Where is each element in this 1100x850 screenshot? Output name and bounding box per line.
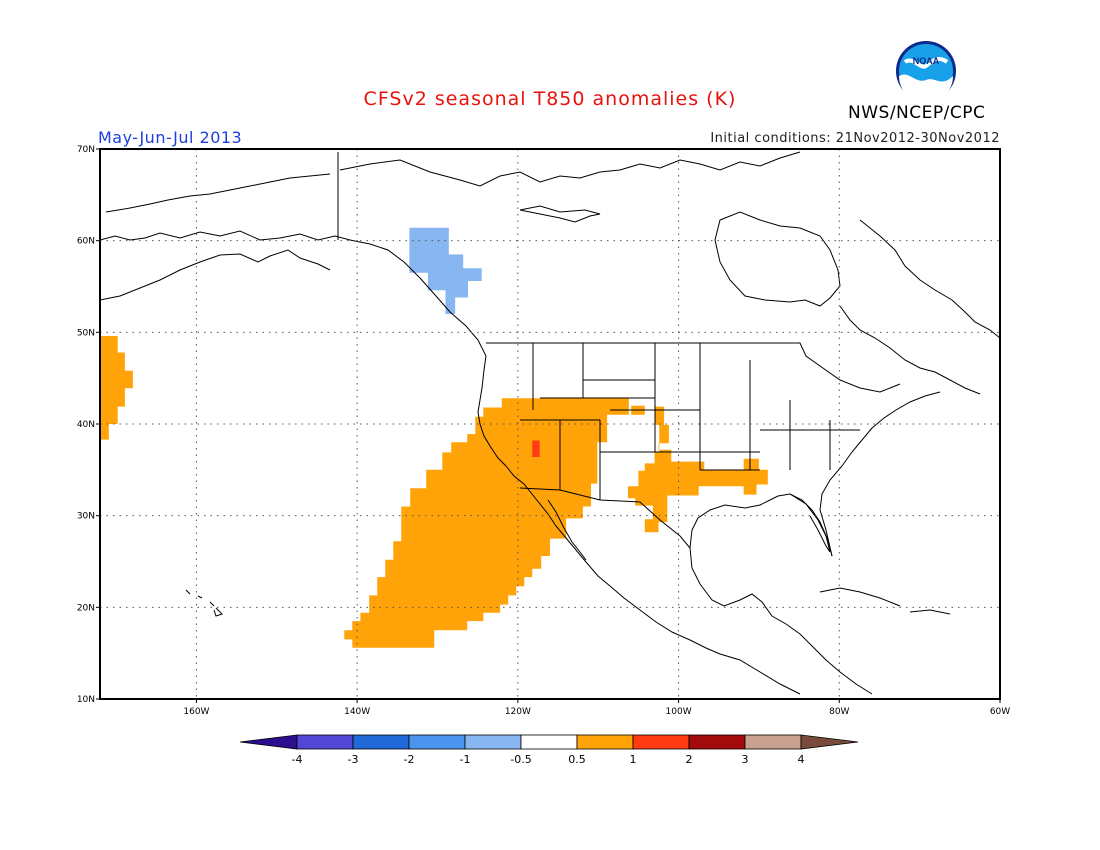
lon-tick-label: 160W xyxy=(183,707,209,717)
colorbar-segment xyxy=(464,734,522,750)
axis-ticks: 70N 60N 50N 40N 30N 20N 10N 160W 140W 120W 100W 80W… xyxy=(77,145,1010,717)
anomaly-region-pacific-dateline-warm xyxy=(100,336,133,440)
noaa-logo: NOAA xyxy=(895,40,957,103)
colorbar-label: 4 xyxy=(798,753,805,766)
anomaly-region-nevada-hotspot xyxy=(532,440,540,457)
colorbar-label: -4 xyxy=(292,753,303,766)
colorbar-segment xyxy=(576,734,634,750)
lat-tick-label: 30N xyxy=(77,512,95,522)
anomaly-region-alaska-panhandle-cold xyxy=(409,227,482,314)
colorbar-label: 3 xyxy=(742,753,749,766)
colorbar-segment xyxy=(632,734,690,750)
lat-tick-label: 20N xyxy=(77,603,95,613)
lon-tick-label: 60W xyxy=(990,707,1010,717)
noaa-logo-text: NOAA xyxy=(913,56,940,66)
chart-title: CFSv2 seasonal T850 anomalies (K) xyxy=(363,88,737,110)
lat-tick-label: 50N xyxy=(77,328,95,338)
colorbar-segment xyxy=(520,734,578,750)
colorbar-segment xyxy=(408,734,466,750)
anomaly-region-eastern-pacific-west-us-warm xyxy=(344,398,629,648)
colorbar-max-arrow xyxy=(800,734,859,750)
colorbar-min-arrow xyxy=(239,734,298,750)
colorbar-label: -2 xyxy=(404,753,415,766)
colorbar: -4 -3 -2 -1 -0.5 0.5 1 2 3 4 xyxy=(239,734,859,766)
colorbar-label: -3 xyxy=(348,753,359,766)
lat-tick-label: 70N xyxy=(77,145,95,155)
lat-tick-label: 60N xyxy=(77,237,95,247)
colorbar-label: 0.5 xyxy=(568,753,586,766)
season-label: May-Jun-Jul 2013 xyxy=(98,128,243,147)
colorbar-label: -0.5 xyxy=(510,753,531,766)
colorbar-segment xyxy=(296,734,354,750)
lon-tick-label: 120W xyxy=(505,707,531,717)
lon-tick-label: 140W xyxy=(344,707,370,717)
graticule xyxy=(100,149,1000,699)
colorbar-label: -1 xyxy=(460,753,471,766)
initial-conditions-label: Initial conditions: 21Nov2012-30Nov2012 xyxy=(710,131,1000,146)
lon-tick-label: 100W xyxy=(666,707,692,717)
colorbar-label: 1 xyxy=(630,753,637,766)
colorbar-segment xyxy=(688,734,746,750)
coastlines-borders xyxy=(100,151,1000,695)
colorbar-segment xyxy=(744,734,802,750)
anomaly-region-central-plains-warm xyxy=(627,406,768,533)
colorbar-label: 2 xyxy=(686,753,693,766)
lat-tick-label: 40N xyxy=(77,420,95,430)
lat-tick-label: 10N xyxy=(77,695,95,705)
lon-tick-label: 80W xyxy=(829,707,849,717)
colorbar-segment xyxy=(352,734,410,750)
agency-label: NWS/NCEP/CPC xyxy=(848,103,986,123)
anomaly-layer xyxy=(100,227,768,648)
